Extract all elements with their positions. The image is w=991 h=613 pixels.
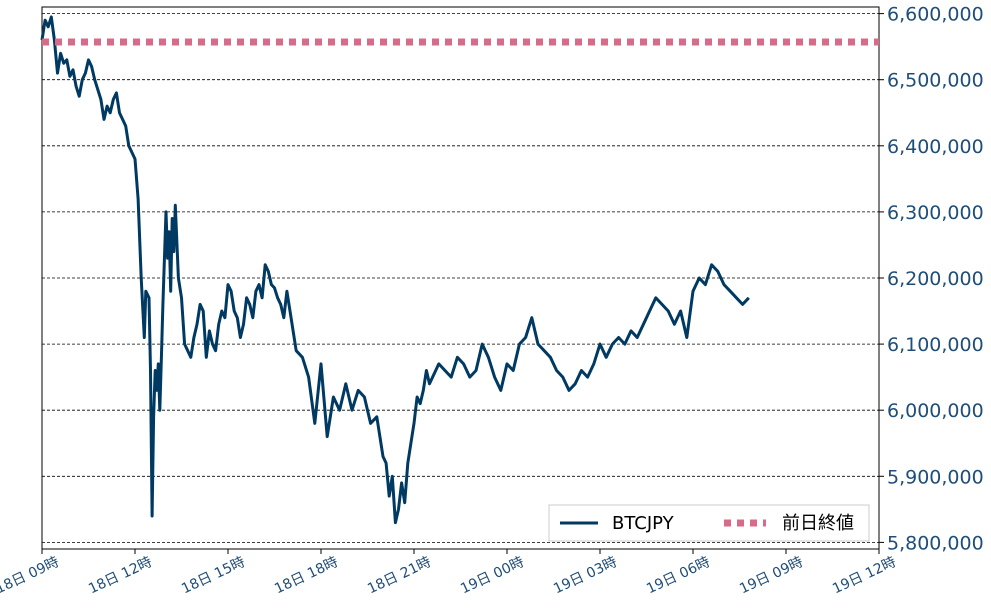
x-tick-label: 18日 18時 [272, 554, 340, 597]
x-tick-label: 19日 09時 [737, 554, 805, 597]
series-group [40, 15, 879, 525]
x-tick-label: 18日 09時 [0, 554, 62, 597]
legend-box [548, 504, 870, 542]
x-tick-label: 18日 12時 [86, 554, 154, 597]
x-tick-label: 19日 12時 [830, 554, 898, 597]
x-tick-label: 18日 15時 [179, 554, 247, 597]
gridlines [42, 13, 879, 543]
x-tick-label: 19日 03時 [551, 554, 619, 597]
y-tick-label: 5,800,000 [887, 532, 984, 554]
legend-label-previous-close: 前日終値 [782, 513, 854, 534]
x-tick-label: 19日 06時 [644, 554, 712, 597]
y-tick-label: 6,600,000 [887, 4, 984, 26]
y-tick-label: 6,500,000 [887, 70, 984, 92]
x-tick-label: 18日 21時 [365, 554, 433, 597]
y-tick-label: 6,000,000 [887, 400, 984, 422]
x-axis: 18日 09時 18日 12時 18日 15時 18日 18時 18日 21時 19日 0… [0, 549, 899, 597]
legend: BTCJPY 前日終値 [548, 504, 870, 542]
y-tick-label: 6,400,000 [887, 136, 984, 158]
x-tick-label: 19日 00時 [458, 554, 526, 597]
series-line-btcjpy [40, 15, 750, 525]
y-tick-label: 6,100,000 [887, 334, 984, 356]
y-tick-label: 5,900,000 [887, 466, 984, 488]
legend-label-btcjpy: BTCJPY [612, 513, 675, 534]
y-tick-label: 6,200,000 [887, 268, 984, 290]
y-axis: 5,800,000 5,900,000 6,000,000 6,100,000 6,20… [879, 4, 984, 554]
y-tick-label: 6,300,000 [887, 202, 984, 224]
